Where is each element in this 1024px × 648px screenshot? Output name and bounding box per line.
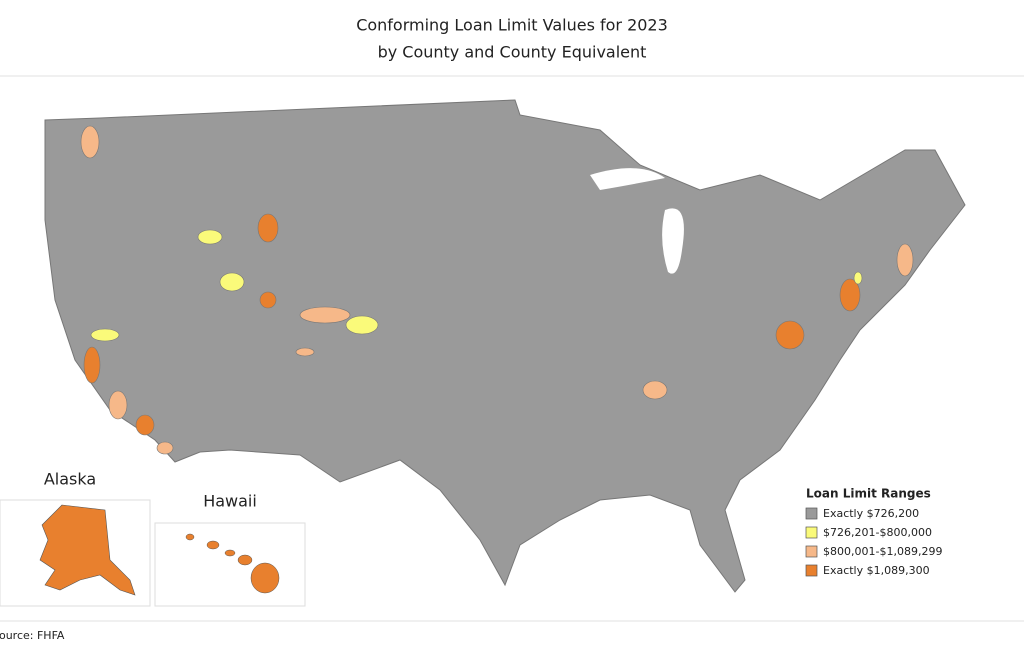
county-group — [295, 347, 315, 357]
legend-swatch — [805, 545, 818, 558]
county-group — [80, 125, 100, 159]
island — [185, 533, 195, 541]
county-group — [108, 390, 128, 420]
lake-michigan — [662, 208, 684, 274]
source: Source: FHFA — [0, 629, 65, 642]
county-group — [257, 213, 279, 243]
county-group — [83, 346, 101, 384]
county-highlights — [80, 125, 914, 455]
island — [250, 562, 280, 594]
legend-swatch — [805, 507, 818, 520]
county-group — [839, 278, 861, 312]
inset-label: Hawaii — [203, 492, 257, 511]
island — [237, 554, 253, 566]
county-group — [775, 320, 805, 350]
legend-title: Loan Limit Ranges — [806, 487, 931, 501]
hawaii-box — [154, 522, 306, 607]
legend-label: Exactly $726,200 — [823, 507, 919, 520]
legend-label: $726,201-$800,000 — [823, 526, 932, 539]
island — [206, 540, 220, 550]
lake-superior — [590, 168, 665, 190]
title-line: Conforming Loan Limit Values for 2023 — [356, 16, 668, 35]
inset-label: Alaska — [44, 470, 96, 489]
legend-swatch — [805, 526, 818, 539]
county-group — [90, 328, 120, 342]
county-group — [345, 315, 379, 335]
county-group — [135, 414, 155, 436]
legend-swatch — [805, 564, 818, 577]
county-group — [299, 306, 351, 324]
legend-label: Exactly $1,089,300 — [823, 564, 930, 577]
alaska-shape — [39, 504, 136, 596]
county-group — [156, 441, 174, 455]
island — [224, 549, 236, 557]
legend: Exactly $726,200 $726,201-$800,000 $800,00… — [805, 507, 942, 577]
hawaii-shape — [185, 533, 280, 594]
county-group — [642, 380, 668, 400]
county-group — [259, 291, 277, 309]
title-line: by County and County Equivalent — [378, 43, 647, 62]
county-group — [853, 271, 863, 285]
county-group — [896, 243, 914, 277]
county-group — [219, 272, 245, 292]
county-group — [197, 229, 223, 245]
legend-label: $800,001-$1,089,299 — [823, 545, 942, 558]
